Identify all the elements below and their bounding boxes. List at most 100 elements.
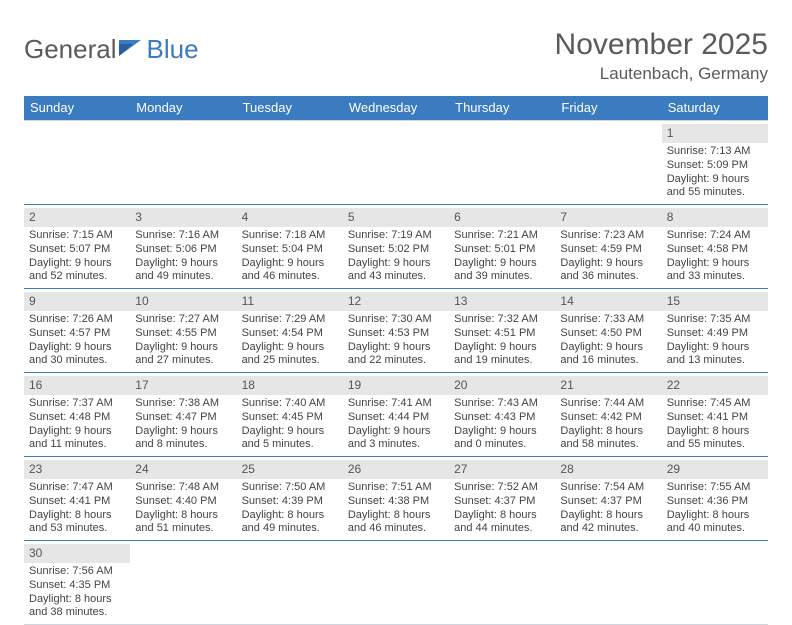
day-info-line: Daylight: 9 hours	[135, 341, 231, 355]
day-cell: 14Sunrise: 7:33 AMSunset: 4:50 PMDayligh…	[555, 289, 661, 372]
day-info-line: and 39 minutes.	[454, 270, 550, 284]
week-row: 23Sunrise: 7:47 AMSunset: 4:41 PMDayligh…	[24, 457, 768, 540]
day-cell: 26Sunrise: 7:51 AMSunset: 4:38 PMDayligh…	[343, 457, 449, 540]
day-info-line: Sunrise: 7:47 AM	[29, 481, 125, 495]
day-info-line: Sunset: 4:53 PM	[348, 327, 444, 341]
day-info-line: Sunset: 4:49 PM	[667, 327, 763, 341]
day-info-line: and 16 minutes.	[560, 354, 656, 368]
logo-text-1: General	[24, 34, 117, 65]
weekday-header: Saturday	[662, 96, 768, 120]
day-number: 27	[449, 460, 555, 479]
day-info-line: Sunrise: 7:13 AM	[667, 145, 763, 159]
day-info-line: Daylight: 9 hours	[29, 425, 125, 439]
day-info-line: Daylight: 8 hours	[560, 509, 656, 523]
day-info-line: Sunrise: 7:52 AM	[454, 481, 550, 495]
day-info-line: Sunset: 4:54 PM	[242, 327, 338, 341]
header: General Blue November 2025 Lautenbach, G…	[24, 28, 768, 84]
day-info-line: Sunset: 5:06 PM	[135, 243, 231, 257]
day-info-line: Daylight: 8 hours	[560, 425, 656, 439]
day-info-line: Sunrise: 7:45 AM	[667, 397, 763, 411]
day-info-line: Daylight: 9 hours	[348, 257, 444, 271]
day-cell: 22Sunrise: 7:45 AMSunset: 4:41 PMDayligh…	[662, 373, 768, 456]
day-info-line: Sunset: 4:35 PM	[29, 579, 125, 593]
day-info-line: Daylight: 8 hours	[29, 509, 125, 523]
day-cell: 17Sunrise: 7:38 AMSunset: 4:47 PMDayligh…	[130, 373, 236, 456]
day-info-line: and 51 minutes.	[135, 522, 231, 536]
day-cell: 1Sunrise: 7:13 AMSunset: 5:09 PMDaylight…	[662, 121, 768, 204]
day-info-line: Daylight: 9 hours	[135, 425, 231, 439]
weekday-header: Friday	[555, 96, 661, 120]
day-info-line: Sunrise: 7:18 AM	[242, 229, 338, 243]
day-number: 24	[130, 460, 236, 479]
day-info-line: and 3 minutes.	[348, 438, 444, 452]
week-row: 1Sunrise: 7:13 AMSunset: 5:09 PMDaylight…	[24, 121, 768, 204]
day-cell: 10Sunrise: 7:27 AMSunset: 4:55 PMDayligh…	[130, 289, 236, 372]
day-number: 18	[237, 376, 343, 395]
day-cell: 23Sunrise: 7:47 AMSunset: 4:41 PMDayligh…	[24, 457, 130, 540]
day-number: 11	[237, 292, 343, 311]
day-info-line: Sunset: 4:41 PM	[29, 495, 125, 509]
day-info-line: Sunrise: 7:43 AM	[454, 397, 550, 411]
day-cell: 11Sunrise: 7:29 AMSunset: 4:54 PMDayligh…	[237, 289, 343, 372]
day-number: 13	[449, 292, 555, 311]
day-info-line: Sunrise: 7:26 AM	[29, 313, 125, 327]
day-number: 25	[237, 460, 343, 479]
day-info-line: and 27 minutes.	[135, 354, 231, 368]
day-info-line: Daylight: 9 hours	[667, 173, 763, 187]
day-info-line: Sunset: 4:50 PM	[560, 327, 656, 341]
day-info-line: Sunset: 4:48 PM	[29, 411, 125, 425]
day-cell: 5Sunrise: 7:19 AMSunset: 5:02 PMDaylight…	[343, 205, 449, 288]
day-info-line: and 11 minutes.	[29, 438, 125, 452]
day-info-line: Sunrise: 7:24 AM	[667, 229, 763, 243]
day-info-line: Sunrise: 7:48 AM	[135, 481, 231, 495]
day-number: 30	[24, 544, 130, 563]
day-info-line: Sunset: 4:40 PM	[135, 495, 231, 509]
day-info-line: Daylight: 9 hours	[242, 341, 338, 355]
day-info-line: Sunrise: 7:37 AM	[29, 397, 125, 411]
day-number: 2	[24, 208, 130, 227]
day-info-line: Sunrise: 7:41 AM	[348, 397, 444, 411]
day-info-line: Sunrise: 7:33 AM	[560, 313, 656, 327]
day-info-line: Sunset: 5:07 PM	[29, 243, 125, 257]
day-info-line: and 55 minutes.	[667, 186, 763, 200]
day-info-line: and 58 minutes.	[560, 438, 656, 452]
weekday-header: Sunday	[24, 96, 130, 120]
weekday-header-row: SundayMondayTuesdayWednesdayThursdayFrid…	[24, 96, 768, 120]
day-number: 14	[555, 292, 661, 311]
day-cell: 24Sunrise: 7:48 AMSunset: 4:40 PMDayligh…	[130, 457, 236, 540]
day-cell: 20Sunrise: 7:43 AMSunset: 4:43 PMDayligh…	[449, 373, 555, 456]
day-cell: 28Sunrise: 7:54 AMSunset: 4:37 PMDayligh…	[555, 457, 661, 540]
day-number: 21	[555, 376, 661, 395]
day-number: 6	[449, 208, 555, 227]
weeks-container: 1Sunrise: 7:13 AMSunset: 5:09 PMDaylight…	[24, 120, 768, 625]
week-row: 9Sunrise: 7:26 AMSunset: 4:57 PMDaylight…	[24, 289, 768, 372]
day-cell: 6Sunrise: 7:21 AMSunset: 5:01 PMDaylight…	[449, 205, 555, 288]
day-number: 28	[555, 460, 661, 479]
day-info-line: Daylight: 9 hours	[29, 341, 125, 355]
day-info-line: and 13 minutes.	[667, 354, 763, 368]
day-number: 22	[662, 376, 768, 395]
day-info-line: Sunset: 4:58 PM	[667, 243, 763, 257]
day-info-line: Daylight: 9 hours	[560, 257, 656, 271]
day-number: 19	[343, 376, 449, 395]
day-info-line: and 40 minutes.	[667, 522, 763, 536]
day-number: 17	[130, 376, 236, 395]
day-info-line: and 19 minutes.	[454, 354, 550, 368]
day-info-line: Sunrise: 7:21 AM	[454, 229, 550, 243]
day-info-line: Sunrise: 7:15 AM	[29, 229, 125, 243]
day-cell: 18Sunrise: 7:40 AMSunset: 4:45 PMDayligh…	[237, 373, 343, 456]
day-info-line: Sunset: 4:51 PM	[454, 327, 550, 341]
day-info-line: Sunrise: 7:38 AM	[135, 397, 231, 411]
day-info-line: Sunset: 4:38 PM	[348, 495, 444, 509]
day-info-line: Daylight: 8 hours	[667, 509, 763, 523]
day-info-line: Sunset: 5:04 PM	[242, 243, 338, 257]
day-info-line: Daylight: 9 hours	[348, 341, 444, 355]
day-cell	[237, 121, 343, 204]
day-info-line: Sunset: 5:09 PM	[667, 159, 763, 173]
day-info-line: Sunrise: 7:40 AM	[242, 397, 338, 411]
day-info-line: Sunset: 4:36 PM	[667, 495, 763, 509]
day-cell: 27Sunrise: 7:52 AMSunset: 4:37 PMDayligh…	[449, 457, 555, 540]
day-number: 26	[343, 460, 449, 479]
day-number: 12	[343, 292, 449, 311]
day-cell: 4Sunrise: 7:18 AMSunset: 5:04 PMDaylight…	[237, 205, 343, 288]
